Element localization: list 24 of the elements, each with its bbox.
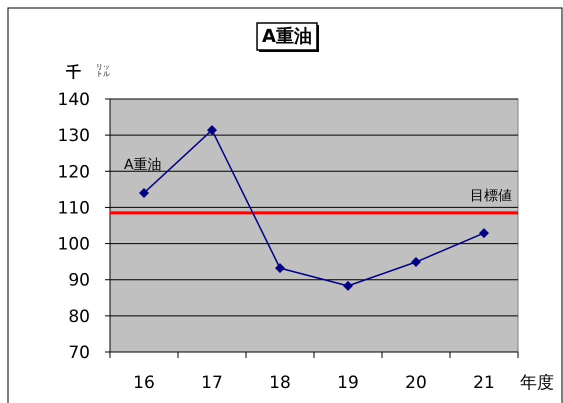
x-tick-label: 19 <box>337 373 359 393</box>
y-tick-label: 140 <box>58 90 90 110</box>
point <box>479 228 489 238</box>
y-tick-label: 110 <box>58 198 90 218</box>
point <box>275 263 285 274</box>
y-tick-label: 80 <box>68 306 90 327</box>
point <box>343 280 353 291</box>
x-tick-label: 20 <box>405 373 427 393</box>
x-tick-label: 17 <box>201 373 223 393</box>
x-tick-label: 21 <box>473 373 495 393</box>
y-tick-label: 100 <box>58 234 90 255</box>
x-tick-label: 16 <box>133 373 155 393</box>
point <box>139 188 149 198</box>
y-tick-label: 70 <box>68 343 90 363</box>
x-axis-title: 年度 <box>520 373 554 393</box>
series-label: A重油 <box>124 157 162 174</box>
chart-title: A重油 <box>262 26 312 47</box>
y-tick-label: 130 <box>58 126 90 146</box>
point <box>207 125 217 136</box>
ref-line-label: 目標値 <box>470 188 512 204</box>
x-tick-label: 18 <box>269 373 291 393</box>
y-tick-label: 90 <box>68 270 90 291</box>
y-tick-label: 120 <box>58 162 90 182</box>
point <box>411 257 421 268</box>
